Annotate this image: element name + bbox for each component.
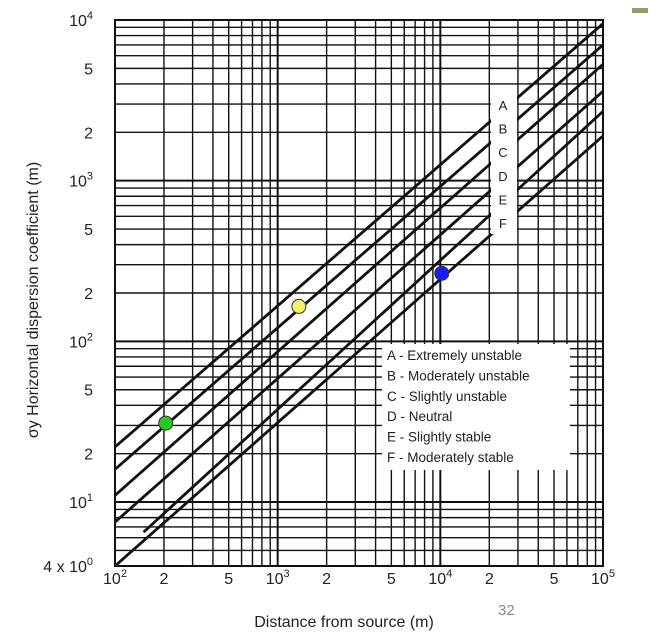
x-tick-label: 5 bbox=[387, 571, 396, 588]
curve-label-A: A bbox=[499, 98, 508, 113]
series-layer bbox=[115, 22, 603, 566]
legend-box bbox=[382, 344, 570, 470]
y-tick-label: 5 bbox=[84, 222, 93, 239]
x-tick-label: 2 bbox=[322, 571, 331, 588]
curve-label-D: D bbox=[498, 169, 507, 184]
decorative-bar bbox=[632, 8, 648, 13]
x-tick-label: 102 bbox=[103, 568, 127, 588]
y-tick-label: 2 bbox=[84, 447, 93, 464]
series-line-D bbox=[115, 90, 603, 524]
curve-label-gap bbox=[491, 96, 517, 234]
x-tick-label: 103 bbox=[266, 568, 290, 588]
y-tick-label: 4 x 100 bbox=[43, 556, 93, 576]
curve-label-C: C bbox=[498, 145, 507, 160]
data-point-1 bbox=[158, 415, 174, 431]
legend-entry: E - Slightly stable bbox=[387, 430, 491, 445]
x-tick-label: 5 bbox=[550, 571, 559, 588]
x-tick-label: 2 bbox=[485, 571, 494, 588]
curve-label-F: F bbox=[499, 216, 507, 231]
data-point-2 bbox=[291, 298, 307, 314]
y-tick-label: 104 bbox=[69, 10, 93, 30]
series-line-B bbox=[115, 43, 603, 471]
series-line-F bbox=[115, 134, 603, 566]
y-tick-label: 5 bbox=[84, 61, 93, 78]
x-tick-label: 104 bbox=[428, 568, 452, 588]
plot-frame bbox=[114, 19, 604, 567]
y-tick-label: 102 bbox=[69, 331, 93, 351]
y-tick-label: 2 bbox=[84, 125, 93, 142]
x-tick-label: 105 bbox=[591, 568, 615, 588]
series-line-C bbox=[115, 63, 603, 497]
curve-label-E: E bbox=[499, 192, 508, 207]
data-points bbox=[158, 265, 450, 431]
legend-entry: D - Neutral bbox=[387, 409, 452, 424]
x-axis-label: Distance from source (m) bbox=[254, 614, 434, 631]
page-number: 32 bbox=[498, 602, 515, 619]
y-tick-label: 5 bbox=[84, 383, 93, 400]
legend: A - Extremely unstable B - Moderately uns… bbox=[382, 344, 570, 470]
x-tick-label: 5 bbox=[224, 571, 233, 588]
data-point-3 bbox=[434, 265, 450, 281]
legend-entry: B - Moderately unstable bbox=[387, 368, 530, 383]
y-tick-label: 103 bbox=[69, 171, 93, 191]
x-tick-labels: 102 2 5 103 2 5 104 2 5 105 bbox=[103, 568, 615, 588]
series-line-A bbox=[115, 22, 603, 449]
x-tick-label: 2 bbox=[160, 571, 169, 588]
legend-entry: A - Extremely unstable bbox=[387, 348, 522, 363]
y-axis-label: σy Horizontal dispersion coefficient (m) bbox=[25, 162, 42, 438]
legend-entry: C - Slightly unstable bbox=[387, 389, 507, 404]
series-line-E bbox=[142, 110, 603, 534]
y-tick-label: 101 bbox=[69, 492, 93, 512]
y-tick-labels: 104 5 2 103 5 2 102 5 2 101 4 x 100 bbox=[43, 10, 93, 576]
legend-entry: F - Moderately stable bbox=[387, 450, 514, 465]
y-tick-label: 2 bbox=[84, 286, 93, 303]
curve-label-B: B bbox=[499, 122, 508, 137]
